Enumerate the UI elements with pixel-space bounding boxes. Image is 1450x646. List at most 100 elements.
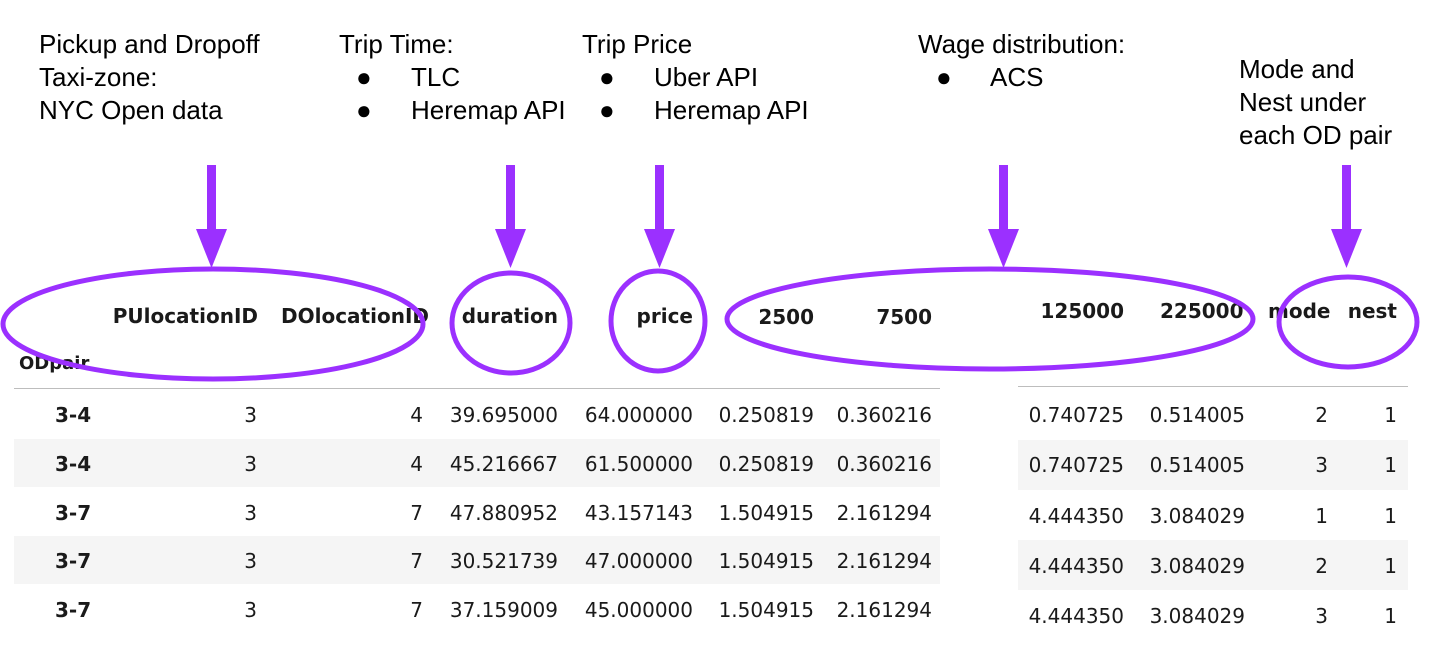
table-cell: 64.000000: [584, 403, 693, 427]
table-cell: 0.250819: [718, 403, 814, 427]
table-cell: 1: [1315, 504, 1328, 528]
table-cell: 3: [1315, 453, 1328, 477]
column-header[interactable]: 7500: [876, 305, 932, 329]
row-stripe: [1018, 440, 1408, 490]
column-header[interactable]: 225000: [1160, 299, 1244, 323]
annotation-line: Nest under: [1239, 87, 1367, 117]
header-rule: [14, 388, 940, 389]
annotation-bullet-text: Uber API: [654, 62, 759, 92]
bullet-icon: ●: [936, 62, 952, 92]
table-cell: 47.880952: [449, 501, 558, 525]
column-header[interactable]: 125000: [1040, 299, 1125, 323]
table-cell: 4.444350: [1028, 504, 1124, 528]
column-header[interactable]: nest: [1347, 299, 1397, 323]
table-cell: 7: [410, 549, 423, 573]
table-cell: 3.084029: [1149, 604, 1245, 628]
table-cell: 37.159009: [449, 598, 558, 622]
row-index: 3-4: [55, 452, 92, 476]
table-cell: 1: [1384, 604, 1397, 628]
table-cell: 2: [1315, 554, 1328, 578]
table-cell: 3: [244, 549, 257, 573]
table-cell: 47.000000: [584, 549, 693, 573]
annotation-title: Trip Price: [582, 29, 693, 59]
table-cell: 4.444350: [1028, 554, 1124, 578]
table-cell: 0.740725: [1028, 403, 1124, 427]
table-cell: 3: [244, 452, 257, 476]
annotation-bullet-text: ACS: [990, 62, 1044, 92]
highlight-ellipse: [608, 268, 708, 374]
table-cell: 1: [1384, 554, 1397, 578]
table-cell: 1.504915: [718, 501, 814, 525]
annotation-title: Wage distribution:: [918, 29, 1126, 59]
highlight-ellipse: [449, 270, 573, 376]
arrow-down-icon: [196, 165, 227, 268]
table-cell: 7: [410, 598, 423, 622]
table-cell: 2.161294: [836, 598, 932, 622]
highlight-ellipse: [724, 266, 1256, 372]
annotation-line: Mode and: [1239, 54, 1355, 84]
table-cell: 3: [244, 598, 257, 622]
column-header[interactable]: PUlocationID: [112, 304, 258, 328]
annotation-bullet-text: TLC: [411, 62, 461, 92]
table-cell: 1: [1384, 453, 1397, 477]
bullet-icon: ●: [356, 95, 372, 125]
table-cell: 3: [244, 403, 257, 427]
table-cell: 0.514005: [1149, 403, 1245, 427]
row-stripe: [14, 439, 940, 487]
row-stripe: [14, 536, 940, 584]
table-cell: 1: [1384, 403, 1397, 427]
table-cell: 45.216667: [449, 452, 558, 476]
arrow-down-icon: [988, 165, 1019, 268]
table-cell: 45.000000: [584, 598, 693, 622]
bullet-icon: ●: [599, 62, 615, 92]
bullet-icon: ●: [599, 95, 615, 125]
annotation-line: Pickup and Dropoff: [39, 29, 260, 59]
table-cell: 0.360216: [836, 403, 932, 427]
table-cell: 0.250819: [718, 452, 814, 476]
row-index: 3-7: [55, 598, 92, 622]
annotation-bullet-text: Heremap API: [411, 95, 566, 125]
table-cell: 39.695000: [449, 403, 558, 427]
row-index: 3-4: [55, 403, 92, 427]
table-cell: 1.504915: [718, 549, 814, 573]
table-cell: 0.360216: [836, 452, 932, 476]
table-cell: 3.084029: [1149, 504, 1245, 528]
table-cell: 3.084029: [1149, 554, 1245, 578]
header-rule: [1018, 386, 1408, 387]
index-header: ODpair: [19, 353, 90, 374]
table-cell: 30.521739: [449, 549, 558, 573]
table-cell: 4: [410, 403, 423, 427]
table-cell: 3: [244, 501, 257, 525]
annotation-line: each OD pair: [1239, 120, 1393, 150]
table-cell: 2: [1315, 403, 1328, 427]
column-header[interactable]: 2500: [758, 305, 814, 329]
column-header[interactable]: price: [636, 304, 693, 328]
table-cell: 4: [410, 452, 423, 476]
table-cell: 1.504915: [718, 598, 814, 622]
row-index: 3-7: [55, 549, 92, 573]
row-stripe: [1018, 540, 1408, 590]
annotation-line: Taxi-zone:: [39, 62, 158, 92]
arrow-down-icon: [1331, 165, 1362, 268]
table-cell: 43.157143: [584, 501, 693, 525]
table-cell: 0.740725: [1028, 453, 1124, 477]
column-header[interactable]: duration: [461, 304, 558, 328]
table-cell: 7: [410, 501, 423, 525]
table-cell: 61.500000: [584, 452, 693, 476]
highlight-ellipse: [0, 266, 426, 382]
table-cell: 0.514005: [1149, 453, 1245, 477]
table-cell: 1: [1384, 504, 1397, 528]
bullet-icon: ●: [356, 62, 372, 92]
annotation-bullet-text: Heremap API: [654, 95, 809, 125]
row-index: 3-7: [55, 501, 92, 525]
table-cell: 4.444350: [1028, 604, 1124, 628]
annotation-line: NYC Open data: [39, 95, 223, 125]
column-header[interactable]: DOlocationID: [281, 304, 429, 328]
arrow-down-icon: [644, 165, 675, 268]
annotation-title: Trip Time:: [339, 29, 454, 59]
highlight-ellipse: [1276, 274, 1420, 370]
table-cell: 2.161294: [836, 501, 932, 525]
table-cell: 2.161294: [836, 549, 932, 573]
